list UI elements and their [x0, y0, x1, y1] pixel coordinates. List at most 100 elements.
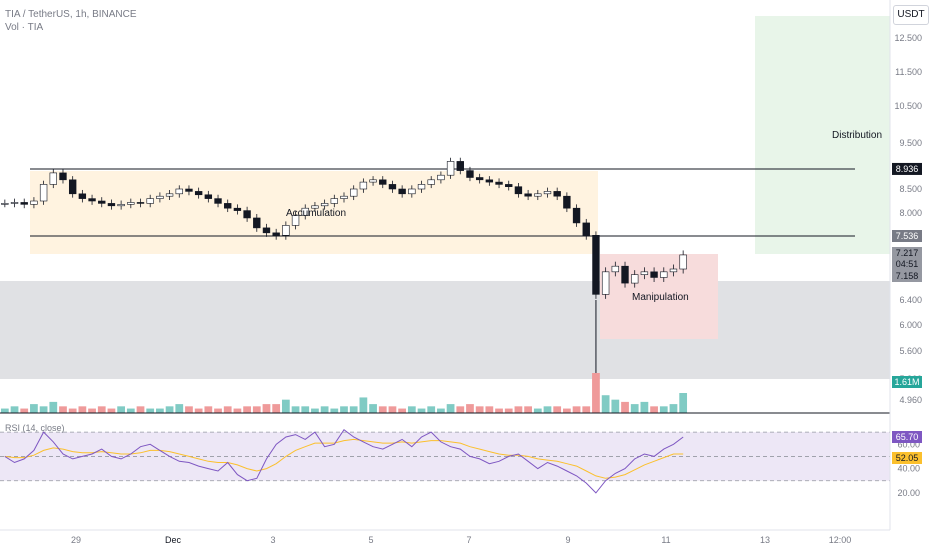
candle-body — [524, 193, 532, 197]
volume-bar — [592, 373, 600, 413]
volume-bar — [572, 406, 581, 413]
gray-zone — [0, 281, 890, 379]
currency-button[interactable]: USDT — [893, 5, 929, 25]
volume-bar — [146, 408, 155, 413]
price-tick-label: 12.500 — [894, 33, 922, 43]
candle-body — [107, 203, 116, 207]
volume-label-bg — [892, 376, 922, 388]
price-tick-label: 10.500 — [894, 101, 922, 111]
rsi-tick-label: 20.00 — [897, 488, 920, 498]
volume-bar — [621, 401, 629, 413]
candle-body — [117, 204, 125, 207]
volume-bar — [601, 395, 610, 413]
price-label-lower-bg — [892, 230, 922, 242]
candle-body — [505, 184, 513, 187]
candle-body — [427, 179, 435, 185]
volume-bar — [611, 399, 620, 413]
candle-body — [340, 195, 348, 199]
candle-body — [320, 203, 329, 207]
price-label-upper-bg — [892, 162, 922, 175]
candle-body — [262, 227, 271, 234]
volume-bar — [669, 404, 678, 413]
candle-body — [291, 215, 300, 226]
candle-body — [136, 202, 145, 204]
volume-bar — [582, 406, 591, 413]
candle-body — [146, 198, 154, 204]
candle-body — [650, 271, 658, 278]
price-tick-label: 9.500 — [899, 138, 922, 148]
price-label-prev: 7.158 — [896, 271, 919, 281]
candle-body — [456, 161, 464, 171]
countdown-label: 04:51 — [896, 259, 919, 269]
price-label-upper: 8.936 — [896, 164, 919, 174]
candle-body — [39, 184, 48, 202]
candle-body — [437, 174, 445, 181]
time-tick-label: Dec — [165, 535, 182, 545]
volume-bar — [262, 404, 271, 413]
volume-bar — [524, 406, 532, 413]
candle-body — [553, 191, 561, 197]
volume-bar — [68, 408, 77, 413]
time-tick-label: 11 — [661, 535, 670, 545]
candle-body — [388, 184, 397, 190]
rsi-value-label: 65.70 — [896, 432, 919, 442]
countdown-label-bg — [892, 258, 922, 270]
volume-bar — [504, 408, 513, 413]
candle-body — [78, 193, 87, 199]
price-tick-label: 5.600 — [899, 346, 922, 356]
distribution-box — [755, 16, 890, 254]
candle-body — [233, 207, 242, 211]
volume-label: 1.61M — [894, 377, 919, 387]
price-tick-label: 8.000 — [899, 208, 922, 218]
candle-body — [563, 195, 571, 209]
accumulation-box — [30, 171, 598, 254]
volume-bar — [369, 404, 377, 413]
volume-bar — [165, 406, 174, 413]
candle-body — [660, 271, 668, 278]
volume-bar — [88, 408, 96, 413]
volume-bar — [185, 406, 193, 413]
volume-bar — [233, 408, 242, 413]
candle-body — [495, 181, 503, 185]
candle-body — [466, 170, 474, 178]
volume-bar — [640, 401, 649, 413]
candle-body — [243, 210, 251, 219]
candle-body — [369, 179, 377, 183]
rsi-ma-line — [4, 438, 684, 479]
symbol-legend: TIA / TetherUS, 1h, BINANCE — [5, 9, 137, 20]
candle-body — [669, 268, 678, 273]
candle-body — [601, 271, 610, 295]
candle-body — [679, 254, 687, 270]
candle-body — [156, 195, 164, 199]
price-tick-label: 6.000 — [899, 320, 922, 330]
volume-bar — [194, 408, 203, 413]
price-label-current-bg — [892, 247, 922, 259]
rsi-tick-label: 40.00 — [897, 464, 920, 474]
volume-bar — [495, 408, 503, 413]
rsi-value-label-bg — [892, 431, 922, 443]
candle-body — [88, 198, 96, 202]
volume-bar — [427, 406, 436, 413]
volume-bar — [320, 406, 329, 413]
volume-bar — [330, 408, 339, 413]
candle-body — [272, 232, 280, 236]
volume-bar — [398, 408, 407, 413]
candle-body — [582, 222, 590, 236]
candle-body — [417, 184, 426, 190]
candle-body — [165, 193, 174, 197]
candle-body — [592, 235, 600, 295]
volume-bar — [78, 406, 87, 413]
price-tick-label: 11.500 — [895, 67, 922, 77]
volume-bar — [485, 406, 494, 413]
volume-bar — [553, 406, 562, 413]
price-label-prev-bg — [892, 270, 922, 282]
volume-bar — [252, 406, 261, 413]
rsi-ma-value-label: 52.05 — [896, 453, 919, 463]
volume-bar — [59, 406, 67, 413]
volume-bar — [359, 397, 368, 413]
candle-body — [631, 274, 639, 284]
rsi-line — [4, 428, 684, 494]
candle-body — [253, 217, 261, 229]
volume-bar — [543, 406, 552, 413]
